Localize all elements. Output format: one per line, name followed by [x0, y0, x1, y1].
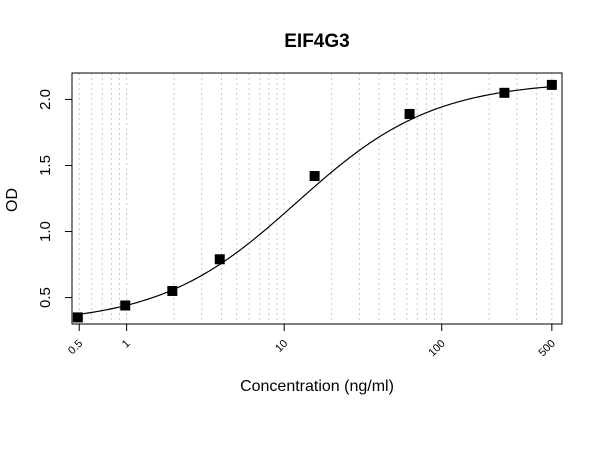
grid-layer [78, 73, 553, 324]
y-tick-label: 1.5 [37, 155, 54, 176]
axis-layer: 0.5 1.0 1.5 2.0 0.5 1 10 100 500 [37, 89, 558, 359]
data-point [404, 108, 415, 119]
y-tick-label: 2.0 [37, 89, 54, 110]
chart-title: EIF4G3 [284, 31, 349, 52]
data-point [214, 254, 225, 265]
y-axis-label: OD [4, 188, 21, 212]
x-tick-label: 10 [273, 338, 290, 355]
y-tick-label: 0.5 [37, 287, 54, 308]
data-point [167, 285, 178, 296]
data-point [546, 79, 557, 90]
y-tick-label: 1.0 [37, 221, 54, 242]
data-point [120, 300, 131, 311]
x-tick-label: 0.5 [66, 338, 85, 357]
data-point [309, 171, 320, 182]
x-tick-label: 100 [426, 338, 447, 359]
x-tick-label: 1 [120, 338, 133, 351]
fit-curve [77, 86, 552, 316]
plot-frame [71, 72, 563, 325]
points-layer [72, 79, 557, 323]
x-axis-label: Concentration (ng/ml) [240, 378, 394, 395]
data-point [72, 312, 83, 323]
data-point [499, 87, 510, 98]
x-tick-label: 500 [536, 338, 557, 359]
